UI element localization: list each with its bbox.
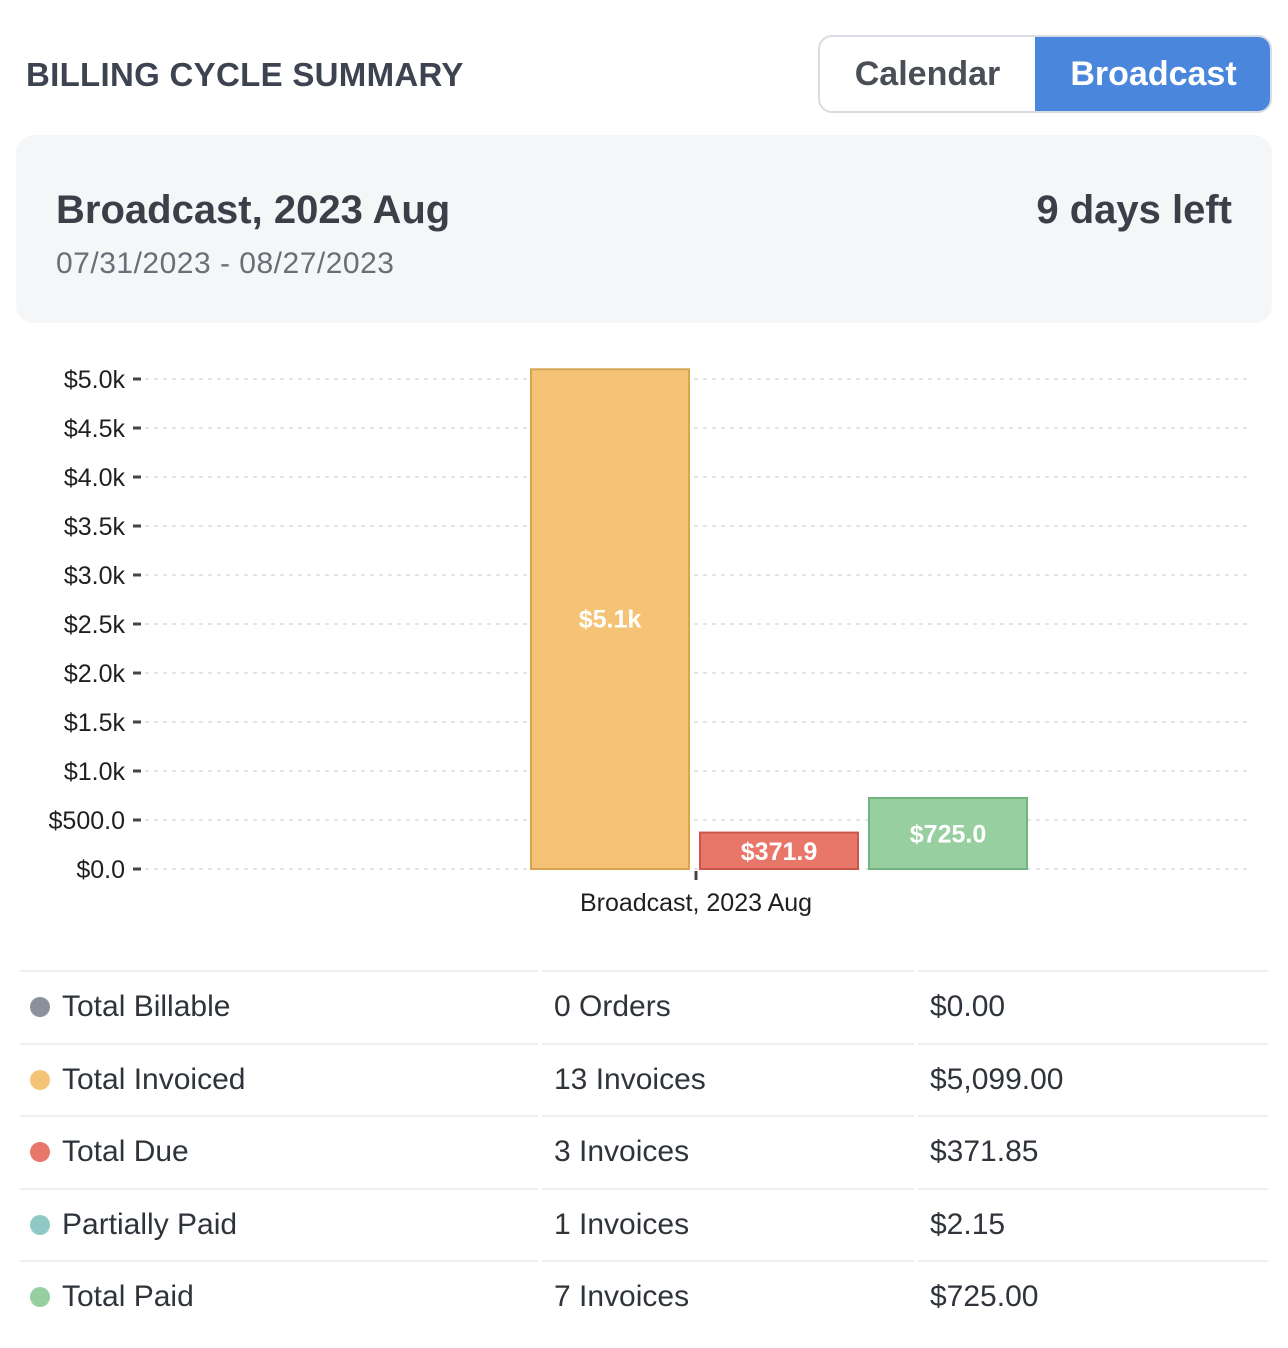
- row-amount: $5,099.00: [918, 1042, 1268, 1116]
- y-tick-label: $2.0k: [64, 660, 126, 688]
- bar: [530, 368, 690, 870]
- row-label: Total Billable: [62, 990, 231, 1024]
- y-tick-label: $1.0k: [64, 758, 126, 786]
- row-amount: $725.00: [918, 1260, 1268, 1333]
- table-row: Total Due 3 Invoices $371.85: [20, 1115, 1268, 1188]
- bar-value-label: $371.9: [741, 838, 817, 866]
- y-tick-label: $3.5k: [64, 513, 126, 541]
- row-label-cell: Total Invoiced: [20, 1042, 538, 1116]
- y-tick-label: $0.0: [76, 856, 125, 884]
- row-count: 0 Orders: [542, 970, 914, 1043]
- row-amount: $0.00: [918, 970, 1268, 1043]
- table-row: Partially Paid 1 Invoices $2.15: [20, 1187, 1268, 1261]
- table-row: Total Paid 7 Invoices $725.00: [20, 1260, 1268, 1333]
- y-tick-label: $1.5k: [64, 709, 126, 737]
- row-count: 3 Invoices: [542, 1115, 914, 1188]
- x-tick-label: Broadcast, 2023 Aug: [580, 889, 812, 917]
- bar-value-label: $725.0: [910, 820, 986, 848]
- billing-bar-chart: $0.0 $500.0 $1.0k $1.5k $2.0k $2.5k $3.0k $3.5k…: [49, 366, 1248, 917]
- row-label-cell: Total Due: [20, 1115, 538, 1188]
- row-label-cell: Partially Paid: [20, 1187, 538, 1261]
- y-tick-label: $5.0k: [64, 366, 126, 394]
- row-label-cell: Total Billable: [20, 970, 538, 1043]
- row-amount: $371.85: [918, 1115, 1268, 1188]
- y-tick-label: $3.0k: [64, 562, 126, 590]
- table-row: Total Invoiced 13 Invoices $5,099.00: [20, 1042, 1268, 1116]
- bar: [868, 796, 1028, 871]
- table-row: Total Billable 0 Orders $0.00: [20, 970, 1268, 1043]
- cycle-type-toggle: Calendar Broadcast: [818, 35, 1272, 113]
- legend-dot-icon: [30, 1287, 50, 1308]
- row-label: Total Paid: [62, 1280, 194, 1314]
- bar-value-label: $5.1k: [579, 605, 642, 633]
- row-count: 7 Invoices: [542, 1260, 914, 1333]
- row-label: Total Invoiced: [62, 1062, 246, 1096]
- row-count: 13 Invoices: [542, 1042, 914, 1116]
- row-label-cell: Total Paid: [20, 1260, 538, 1333]
- row-amount: $2.15: [918, 1187, 1268, 1261]
- legend-dot-icon: [30, 1214, 50, 1235]
- row-count: 1 Invoices: [542, 1187, 914, 1261]
- summary-table: Total Billable 0 Orders $0.00 Total Invo…: [20, 970, 1268, 1333]
- y-tick-label: $4.0k: [64, 464, 126, 492]
- broadcast-toggle-button[interactable]: Broadcast: [1035, 37, 1270, 111]
- legend-dot-icon: [30, 1142, 50, 1163]
- y-tick-label: $500.0: [49, 807, 125, 835]
- y-tick-label: $4.5k: [64, 415, 126, 443]
- days-left: 9 days left: [1036, 188, 1232, 232]
- calendar-toggle-button[interactable]: Calendar: [854, 54, 1001, 93]
- cycle-name: Broadcast, 2023 Aug: [56, 188, 451, 232]
- cycle-date-range: 07/31/2023 - 08/27/2023: [56, 247, 395, 280]
- y-tick-label: $2.5k: [64, 611, 126, 639]
- bar: [699, 831, 859, 870]
- row-label: Total Due: [62, 1135, 189, 1169]
- row-label: Partially Paid: [62, 1207, 238, 1241]
- legend-dot-icon: [30, 1069, 50, 1090]
- cycle-info-card: Broadcast, 2023 Aug 07/31/2023 - 08/27/2…: [16, 135, 1272, 323]
- legend-dot-icon: [30, 997, 50, 1018]
- page-title: BILLING CYCLE SUMMARY: [26, 56, 464, 93]
